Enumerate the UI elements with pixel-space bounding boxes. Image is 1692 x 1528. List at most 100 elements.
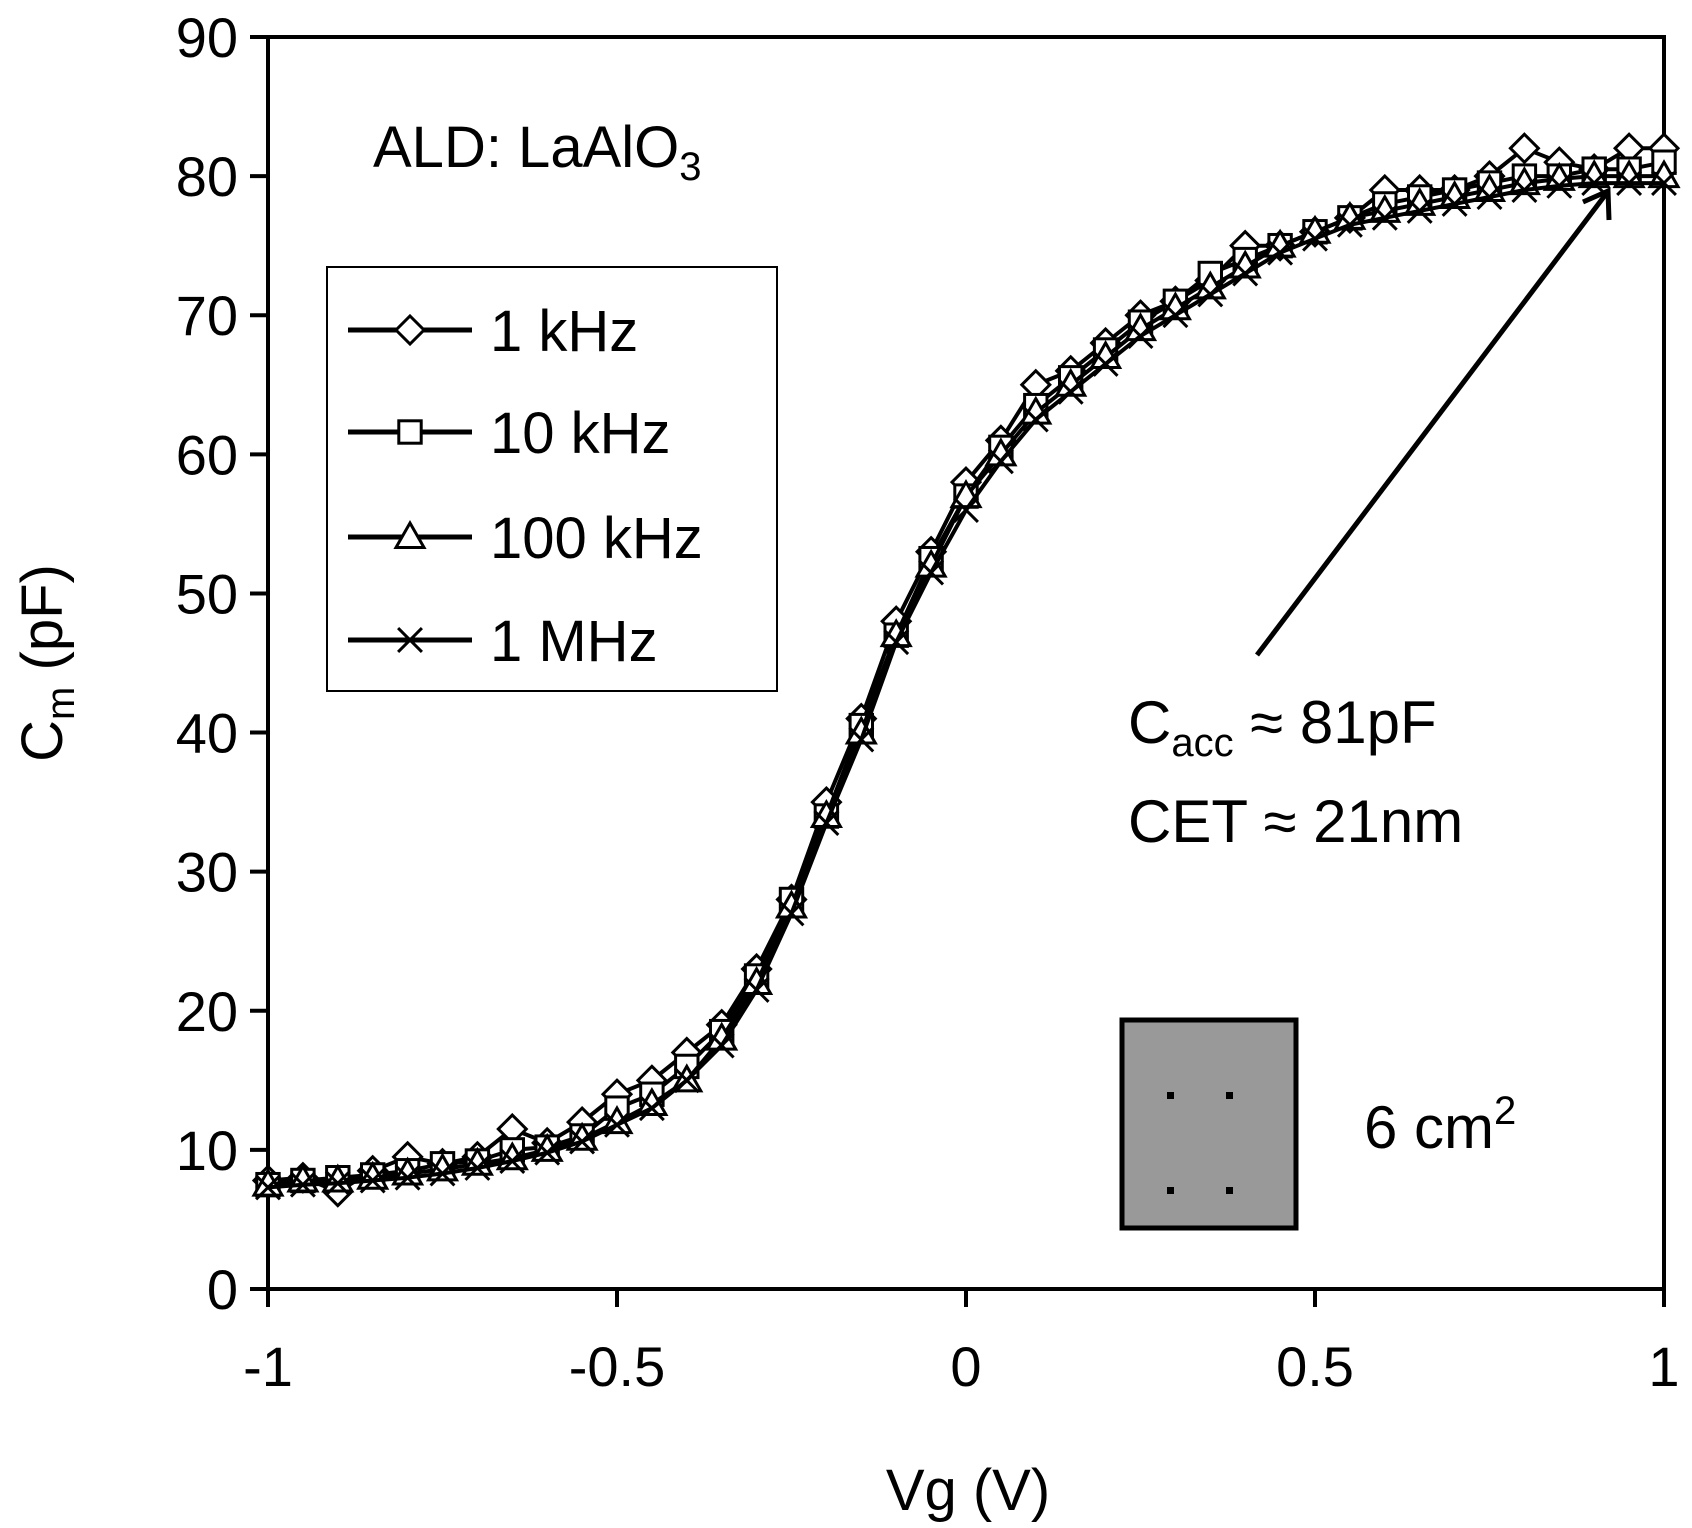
data-point-x-stroke <box>1441 190 1468 217</box>
inset-contact-dot <box>1167 1092 1174 1099</box>
legend-label: 1 kHz <box>490 299 638 364</box>
legend-item: 1 kHz <box>348 299 638 364</box>
y-tick-label: 40 <box>176 702 238 765</box>
y-tick-label: 0 <box>207 1258 238 1321</box>
cet-annotation: CET ≈ 21nm <box>1128 788 1463 855</box>
data-point-x <box>778 900 805 927</box>
data-point-x <box>569 1128 596 1155</box>
data-point-x <box>255 1174 281 1201</box>
device-area-label: 6 cm2 <box>1364 1089 1516 1161</box>
material-label-sub: 3 <box>679 145 701 189</box>
data-point-x <box>743 976 770 1003</box>
data-point-x <box>1267 239 1294 266</box>
annotation-arrow-line <box>1255 192 1608 657</box>
x-tick-label: 0.5 <box>1276 1335 1354 1398</box>
data-point-x <box>813 810 840 836</box>
data-point-x <box>1616 170 1643 197</box>
cacc-annotation: Cacc ≈ 81pF <box>1128 689 1437 765</box>
data-point-x <box>1162 302 1189 329</box>
data-point-x-stroke <box>1092 350 1119 377</box>
y-tick-label: 60 <box>176 423 238 486</box>
data-point-x-stroke <box>1267 239 1294 266</box>
data-point-x-stroke <box>499 1148 526 1174</box>
data-point-x <box>359 1167 386 1194</box>
y-axis-title-rest: (pF) <box>10 564 75 686</box>
legend-label: 10 kHz <box>490 401 671 466</box>
data-point-x-stroke <box>1406 197 1433 224</box>
data-point-x <box>638 1095 665 1122</box>
x-tick-label: -0.5 <box>569 1335 666 1398</box>
data-point-x-stroke <box>987 448 1014 475</box>
data-point-triangle <box>393 519 427 549</box>
legend-item: 10 kHz <box>348 401 671 466</box>
data-point-x-stroke <box>464 1155 491 1181</box>
cacc-main: C <box>1128 689 1171 756</box>
material-label: ALD: LaAlO3 <box>373 115 702 189</box>
data-point-square <box>397 419 423 445</box>
data-point-x-stroke <box>1022 406 1049 433</box>
legend-label: 100 kHz <box>490 506 703 571</box>
data-point-x-stroke <box>778 900 805 927</box>
y-tick-label: 90 <box>176 6 238 69</box>
y-axis-title-sub: m <box>39 687 83 720</box>
data-point-diamond <box>393 313 427 347</box>
legend-item: 1 MHz <box>348 609 658 674</box>
data-point-x-stroke <box>1511 177 1538 203</box>
data-point-x <box>1441 190 1468 217</box>
data-point-x-stroke <box>848 726 875 753</box>
data-point-x-stroke <box>1302 225 1328 252</box>
data-point-x <box>397 627 423 653</box>
data-point-x-stroke <box>673 1067 700 1094</box>
y-axis-title-main: C <box>10 720 75 762</box>
data-point-x <box>708 1032 735 1059</box>
data-point-x-stroke <box>394 1164 421 1191</box>
data-point-x-stroke <box>883 629 910 656</box>
data-point-x <box>953 497 979 523</box>
data-point-x-stroke <box>743 976 770 1003</box>
data-point-x <box>1406 197 1433 224</box>
data-point-x-stroke <box>1057 378 1084 405</box>
y-tick-label: 50 <box>176 562 238 625</box>
device-area-inset <box>1119 1017 1299 1231</box>
x-axis-title: Vg (V) <box>886 1458 1050 1523</box>
data-point-x-stroke <box>289 1171 316 1198</box>
series-1-mhz <box>255 170 1677 1201</box>
data-point-x-stroke <box>1162 302 1189 329</box>
data-point-x-stroke <box>813 810 840 836</box>
data-point-x-stroke <box>1651 170 1677 197</box>
data-point-x <box>464 1155 491 1181</box>
material-label-main: ALD: LaAlO <box>373 115 679 180</box>
data-point-x <box>1302 225 1328 252</box>
legend-label: 1 MHz <box>490 609 658 674</box>
data-point-x <box>604 1111 630 1138</box>
data-point-x <box>429 1160 456 1187</box>
data-point-x-stroke <box>708 1032 735 1059</box>
data-point-x <box>1371 204 1398 231</box>
data-point-diamond <box>1508 132 1541 165</box>
annotation-arrow-head <box>1581 187 1612 221</box>
data-point-x <box>499 1148 526 1174</box>
cacc-rest: ≈ 81pF <box>1234 689 1437 756</box>
y-axis-title: Cm (pF) <box>10 564 83 762</box>
data-point-x <box>1197 281 1224 308</box>
data-point-x-stroke <box>918 559 945 586</box>
y-tick-label: 30 <box>176 841 238 904</box>
data-point-x-stroke <box>1476 184 1503 210</box>
inset-contact-dot <box>1226 1187 1233 1194</box>
data-point-x <box>987 448 1014 475</box>
data-point-x <box>1511 177 1538 203</box>
inset-contact-dot <box>1167 1187 1174 1194</box>
data-point-x-stroke <box>324 1170 351 1197</box>
data-point-x-stroke <box>255 1174 281 1201</box>
data-point-x <box>1022 406 1049 433</box>
y-tick-label: 80 <box>176 145 238 208</box>
data-point-x <box>1232 260 1259 287</box>
x-tick-label: 0 <box>950 1335 981 1398</box>
data-point-x-stroke <box>604 1111 630 1138</box>
x-tick-label: -1 <box>243 1335 293 1398</box>
cacc-sub: acc <box>1171 721 1233 765</box>
data-point-x-stroke <box>1371 204 1398 231</box>
data-point-x-stroke <box>953 497 979 523</box>
data-point-x-stroke <box>569 1128 596 1155</box>
data-point-x <box>1092 350 1119 377</box>
